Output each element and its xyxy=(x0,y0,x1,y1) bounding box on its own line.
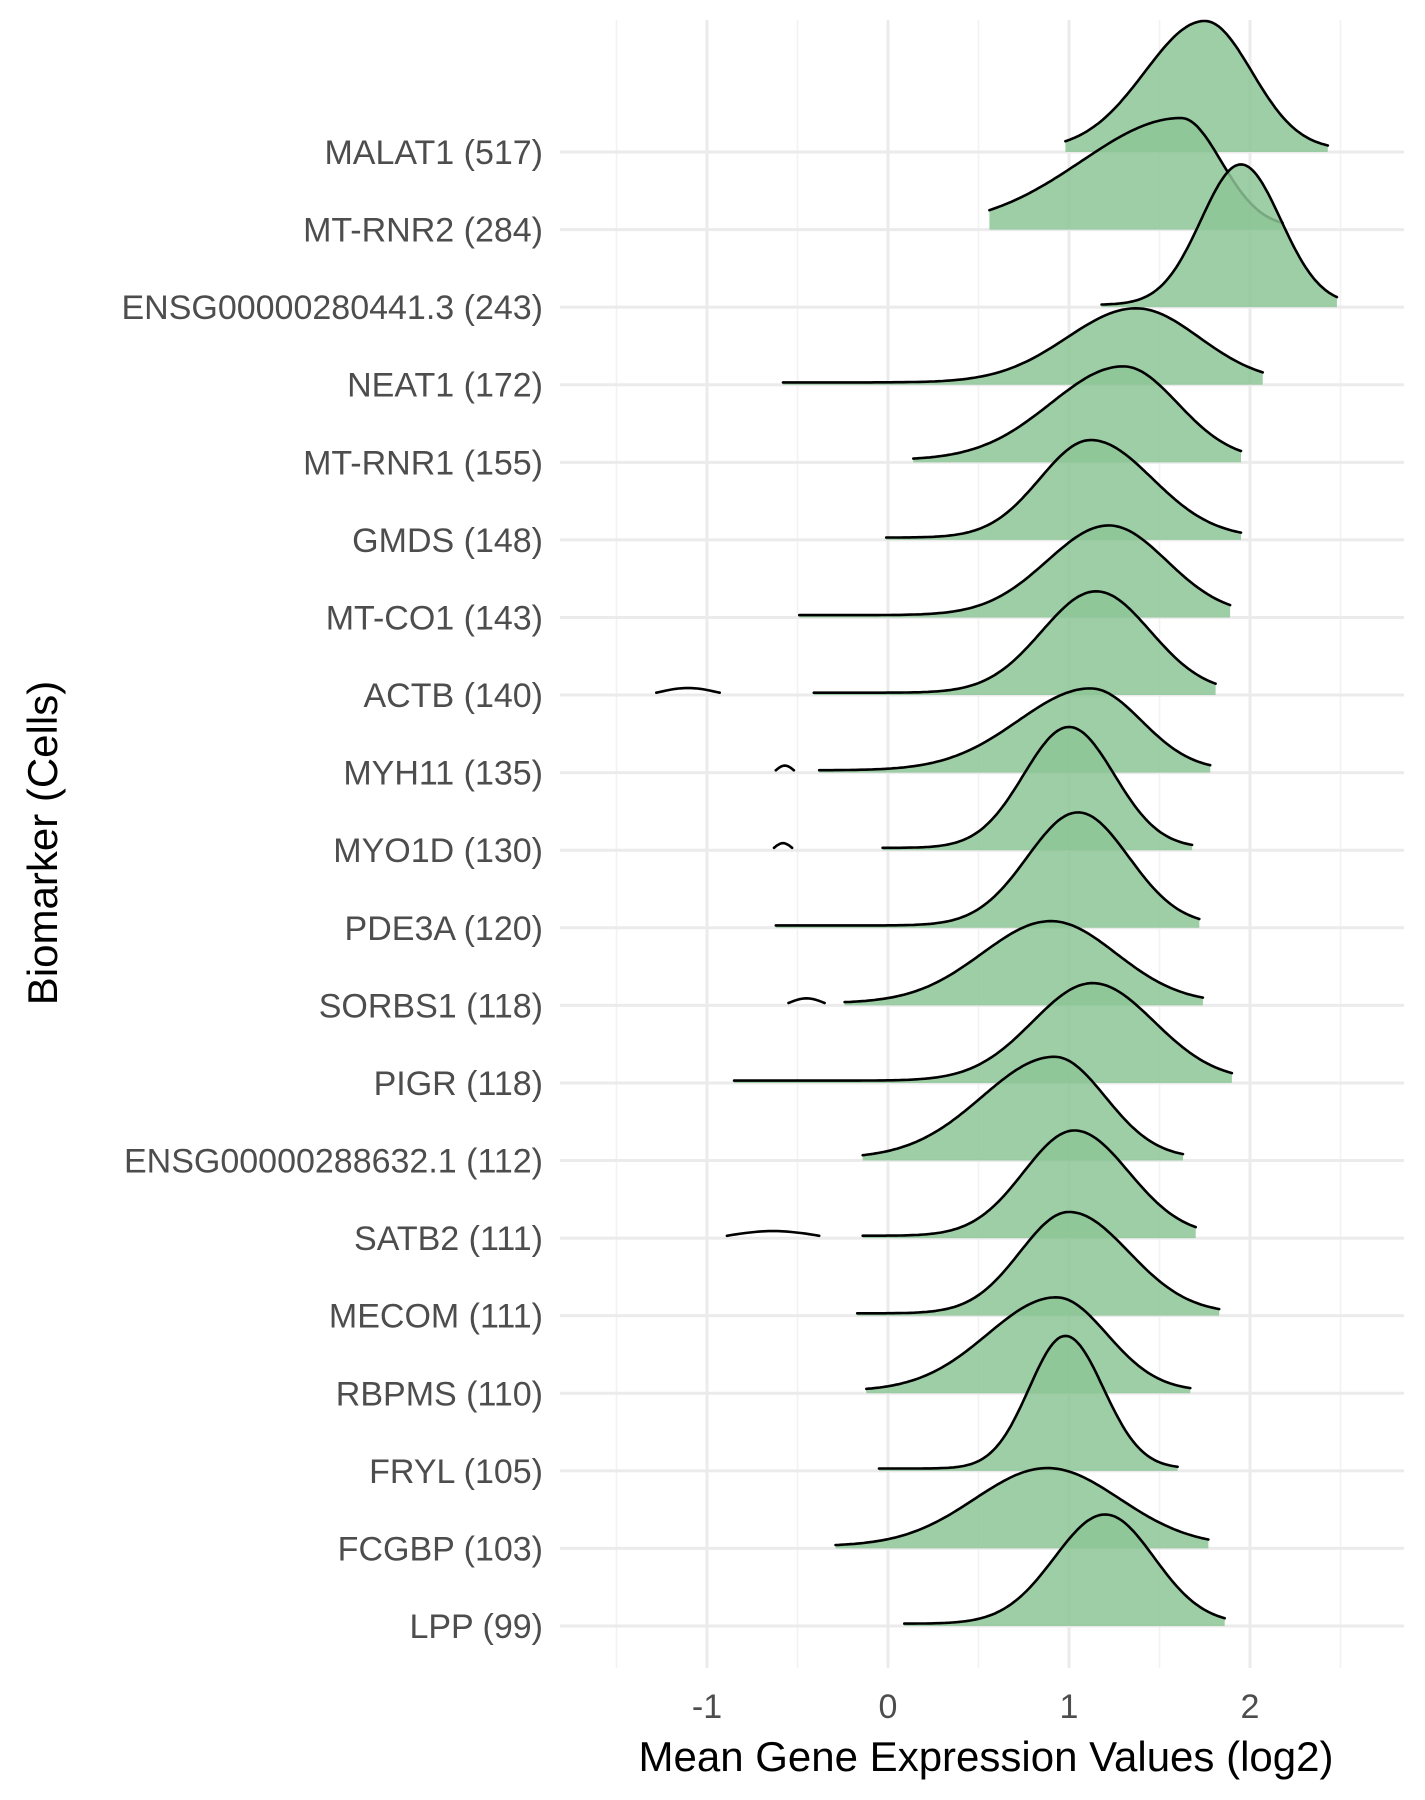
ridge-outline xyxy=(834,1466,1210,1547)
ridge-area xyxy=(1101,164,1337,308)
ridge-area xyxy=(882,727,1193,851)
y-tick-label: FCGBP (103) xyxy=(338,1530,543,1568)
ridge-area xyxy=(734,983,1232,1083)
ridge-area xyxy=(866,1297,1191,1394)
y-tick-label: PIGR (118) xyxy=(374,1065,543,1103)
x-axis-title: Mean Gene Expression Values (log2) xyxy=(639,1733,1334,1780)
ridge-outline xyxy=(812,590,1217,694)
y-tick-label: MYH11 (135) xyxy=(343,755,543,793)
x-tick-label: 1 xyxy=(1060,1688,1079,1726)
ridge-fragment xyxy=(787,997,826,1005)
ridge-area xyxy=(904,1514,1225,1626)
ridge-area xyxy=(886,440,1241,540)
ridge-outline xyxy=(855,1210,1221,1315)
ridge-area xyxy=(857,1212,1220,1316)
y-tick-label: ENSG00000288632.1 (112) xyxy=(124,1143,543,1181)
y-tick-label: FRYL (105) xyxy=(369,1453,543,1491)
ridge-outline xyxy=(865,1296,1192,1391)
y-tick-label: GMDS (148) xyxy=(352,522,543,560)
y-tick-label: PDE3A (120) xyxy=(345,910,543,948)
ridge-outline xyxy=(732,981,1234,1082)
x-tick-label: -1 xyxy=(692,1688,722,1726)
ridge-area xyxy=(799,525,1231,618)
ridge-outline xyxy=(798,524,1232,617)
ridge-area xyxy=(913,366,1241,463)
y-tick-label: RBPMS (110) xyxy=(336,1375,543,1413)
ridge-fragment xyxy=(725,1229,821,1238)
y-tick-label: MYO1D (130) xyxy=(333,832,543,870)
ridge-fragment xyxy=(772,841,794,850)
ridge-layer xyxy=(655,19,1339,1626)
y-tick-label: SATB2 (111) xyxy=(354,1220,543,1258)
ridge-area xyxy=(879,1335,1178,1471)
ridge-area xyxy=(775,812,1200,928)
ridge-area xyxy=(844,921,1203,1006)
ridge-fragment xyxy=(774,764,796,772)
y-tick-label: ENSG00000280441.3 (243) xyxy=(121,289,543,327)
x-tick-label: 0 xyxy=(879,1688,898,1726)
y-tick-label: LPP (99) xyxy=(409,1608,543,1646)
y-tick-label: MT-CO1 (143) xyxy=(326,599,543,637)
ridge-outline xyxy=(781,307,1264,384)
ridge-area xyxy=(783,308,1263,385)
ridge-outline xyxy=(861,1129,1197,1237)
y-tick-label: MT-RNR2 (284) xyxy=(303,212,543,250)
y-tick-label: SORBS1 (118) xyxy=(319,987,543,1025)
ridge-outline xyxy=(817,687,1212,772)
ridge-outline xyxy=(861,1055,1185,1157)
ridge-outline xyxy=(881,725,1194,850)
y-tick-label: MECOM (111) xyxy=(329,1298,543,1336)
x-tick-label: 2 xyxy=(1241,1688,1260,1726)
ridge-area xyxy=(1065,21,1328,152)
y-tick-labels: MALAT1 (517) MT-RNR2 (284) ENSG00000280441… xyxy=(121,134,543,1646)
ridge-outline xyxy=(774,811,1201,927)
ridge-outline xyxy=(877,1334,1179,1470)
ridge-area xyxy=(813,591,1216,696)
ridge-outline xyxy=(843,919,1205,1004)
x-tick-labels: -1 0 1 2 xyxy=(692,1688,1260,1726)
ridge-outline xyxy=(884,438,1243,539)
ridge-area xyxy=(835,1468,1209,1549)
ridge-outline xyxy=(912,365,1243,460)
ridge-outline xyxy=(903,1513,1226,1625)
ridge-outline xyxy=(1100,163,1339,306)
ridge-outline xyxy=(1064,19,1330,147)
y-tick-label: MALAT1 (517) xyxy=(324,134,543,172)
y-axis-title: Biomarker (Cells) xyxy=(19,681,66,1005)
y-tick-label: MT-RNR1 (155) xyxy=(303,444,543,482)
y-tick-label: ACTB (140) xyxy=(364,677,544,715)
ridge-fragment xyxy=(655,686,721,694)
ridge-area xyxy=(862,1130,1196,1239)
y-tick-label: NEAT1 (172) xyxy=(347,367,543,405)
ridge-area xyxy=(862,1056,1183,1161)
ridge-area xyxy=(819,688,1211,773)
